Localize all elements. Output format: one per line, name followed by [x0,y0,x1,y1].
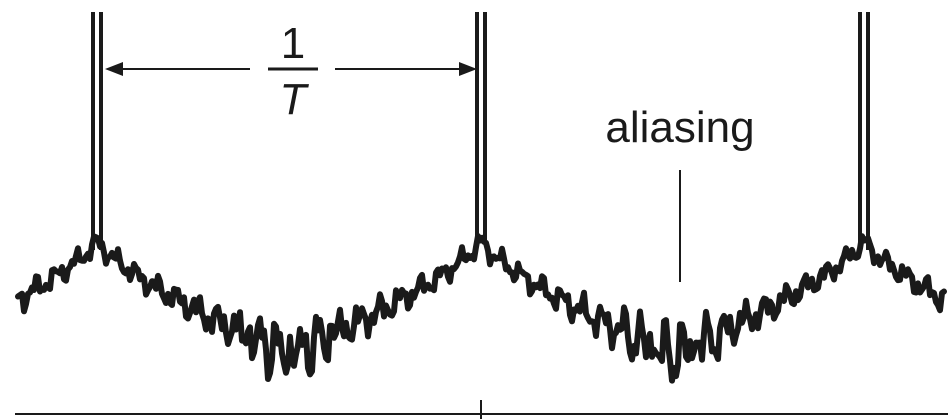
period-numerator: 1 [281,19,305,68]
aliasing-label: aliasing [605,103,754,152]
peak-left [91,12,103,250]
period-arrowhead-right [459,62,477,76]
period-arrow [105,62,477,76]
spectrum-waveform [15,233,947,384]
peak-right [858,12,870,250]
period-arrowhead-left [105,62,123,76]
period-denominator: T [280,75,310,124]
spectral-peaks [91,12,870,250]
peak-center [475,12,487,240]
